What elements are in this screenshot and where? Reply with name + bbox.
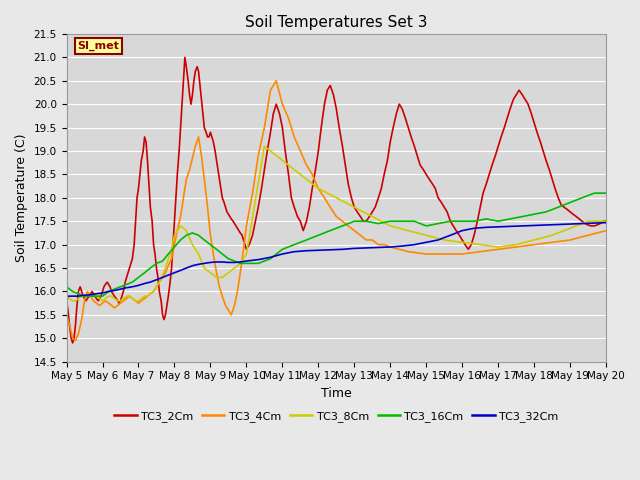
Line: TC3_2Cm: TC3_2Cm (67, 57, 606, 343)
TC3_16Cm (591, 190, 598, 196)
TC3_8Cm (602, 218, 610, 224)
TC3_4Cm (141, 296, 148, 301)
TC3_8Cm (105, 293, 113, 299)
TC3_2Cm (202, 130, 210, 135)
TC3_2Cm (69, 340, 77, 346)
TC3_8Cm (69, 298, 77, 304)
X-axis label: Time: Time (321, 387, 352, 400)
TC3_8Cm (99, 298, 106, 304)
TC3_2Cm (602, 218, 610, 224)
Text: SI_met: SI_met (77, 41, 119, 51)
TC3_32Cm (267, 254, 275, 260)
TC3_8Cm (584, 218, 592, 224)
TC3_16Cm (141, 270, 148, 276)
TC3_4Cm (339, 218, 346, 224)
TC3_8Cm (81, 293, 88, 299)
TC3_32Cm (314, 247, 322, 253)
TC3_32Cm (189, 263, 196, 269)
TC3_32Cm (63, 293, 70, 299)
TC3_4Cm (230, 302, 238, 308)
Legend: TC3_2Cm, TC3_4Cm, TC3_8Cm, TC3_16Cm, TC3_32Cm: TC3_2Cm, TC3_4Cm, TC3_8Cm, TC3_16Cm, TC3… (110, 407, 563, 426)
TC3_2Cm (420, 167, 428, 173)
TC3_4Cm (87, 293, 95, 299)
TC3_4Cm (602, 228, 610, 233)
TC3_32Cm (134, 283, 142, 288)
TC3_16Cm (152, 261, 160, 266)
TC3_4Cm (74, 331, 82, 336)
TC3_16Cm (602, 190, 610, 196)
Line: TC3_32Cm: TC3_32Cm (67, 223, 606, 296)
TC3_2Cm (105, 282, 113, 288)
TC3_16Cm (195, 232, 202, 238)
TC3_4Cm (72, 338, 79, 344)
TC3_16Cm (278, 246, 286, 252)
TC3_8Cm (351, 204, 358, 210)
TC3_2Cm (600, 218, 607, 224)
TC3_32Cm (147, 279, 154, 285)
Line: TC3_16Cm: TC3_16Cm (67, 193, 606, 296)
TC3_16Cm (326, 228, 334, 233)
TC3_8Cm (195, 251, 202, 257)
TC3_16Cm (518, 214, 526, 219)
TC3_4Cm (273, 78, 280, 84)
TC3_4Cm (63, 312, 70, 318)
TC3_4Cm (209, 251, 217, 257)
TC3_32Cm (506, 224, 514, 229)
TC3_8Cm (63, 293, 70, 299)
TC3_16Cm (81, 293, 88, 299)
TC3_8Cm (260, 144, 268, 149)
TC3_2Cm (467, 242, 475, 248)
TC3_2Cm (300, 228, 307, 233)
Line: TC3_4Cm: TC3_4Cm (67, 81, 606, 341)
Y-axis label: Soil Temperature (C): Soil Temperature (C) (15, 133, 28, 262)
TC3_32Cm (602, 220, 610, 226)
Title: Soil Temperatures Set 3: Soil Temperatures Set 3 (245, 15, 428, 30)
TC3_2Cm (63, 298, 70, 304)
TC3_16Cm (63, 284, 70, 289)
TC3_2Cm (181, 54, 189, 60)
Line: TC3_8Cm: TC3_8Cm (67, 146, 606, 301)
